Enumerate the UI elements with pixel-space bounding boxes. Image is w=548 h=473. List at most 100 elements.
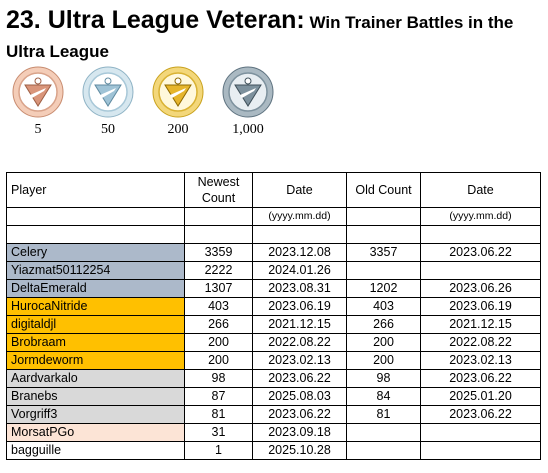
date-cell: 2023.06.19 xyxy=(252,297,347,316)
newest-count-cell: 266 xyxy=(184,315,253,334)
newest-count-cell: 87 xyxy=(184,387,253,406)
table-units-row: (yyyy.mm.dd) (yyyy.mm.dd) xyxy=(6,207,541,226)
units-cell xyxy=(184,207,253,226)
old-date-cell: 2025.01.20 xyxy=(420,387,541,406)
player-cell: Yiazmat50112254 xyxy=(6,261,185,280)
bronze-medal-icon xyxy=(12,66,64,118)
old-count-cell: 200 xyxy=(346,351,421,370)
old-date-cell: 2021.12.15 xyxy=(420,315,541,334)
units-cell xyxy=(346,207,421,226)
page-title: 23. Ultra League Veteran: Win Trainer Ba… xyxy=(6,6,542,67)
medal-gold: 200 xyxy=(152,66,204,138)
table-row: HurocaNitride 403 2023.06.19 403 2023.06.19 xyxy=(6,297,541,316)
old-date-cell: 2023.06.22 xyxy=(420,369,541,388)
table-row: bagguille 1 2025.10.28 xyxy=(6,441,541,460)
header-old-date: Date xyxy=(420,172,541,208)
table-body: Celery 3359 2023.12.08 3357 2023.06.22 Yiazma… xyxy=(6,243,541,460)
old-date-cell xyxy=(420,441,541,460)
old-count-cell: 266 xyxy=(346,315,421,334)
date-cell: 2023.08.31 xyxy=(252,279,347,298)
newest-count-cell: 200 xyxy=(184,351,253,370)
medal-bronze-label: 5 xyxy=(34,122,42,137)
old-count-cell xyxy=(346,441,421,460)
newest-count-cell: 2222 xyxy=(184,261,253,280)
player-cell: Vorgriff3 xyxy=(6,405,185,424)
header-player: Player xyxy=(6,172,185,208)
header-newest-count: Newest Count xyxy=(184,172,253,208)
old-count-cell xyxy=(346,261,421,280)
date-cell: 2025.10.28 xyxy=(252,441,347,460)
newest-count-cell: 3359 xyxy=(184,243,253,262)
newest-count-cell: 1 xyxy=(184,441,253,460)
date-cell: 2023.09.18 xyxy=(252,423,347,442)
player-cell: MorsatPGo xyxy=(6,423,185,442)
medal-platinum-label: 1,000 xyxy=(232,122,264,137)
old-date-cell xyxy=(420,261,541,280)
newest-count-cell: 1307 xyxy=(184,279,253,298)
leaderboard-table: Player Newest Count Date Old Count Date … xyxy=(6,172,541,460)
old-count-cell: 1202 xyxy=(346,279,421,298)
player-cell: HurocaNitride xyxy=(6,297,185,316)
player-cell: Aardvarkalo xyxy=(6,369,185,388)
silver-medal-icon xyxy=(82,66,134,118)
old-date-cell: 2023.02.13 xyxy=(420,351,541,370)
old-date-cell: 2022.08.22 xyxy=(420,333,541,352)
old-count-cell: 403 xyxy=(346,297,421,316)
newest-count-cell: 98 xyxy=(184,369,253,388)
old-date-cell xyxy=(420,423,541,442)
header-old-count: Old Count xyxy=(346,172,421,208)
newest-count-cell: 200 xyxy=(184,333,253,352)
table-row: DeltaEmerald 1307 2023.08.31 1202 2023.06.26 xyxy=(6,279,541,298)
date-cell: 2023.06.22 xyxy=(252,405,347,424)
player-cell: Celery xyxy=(6,243,185,262)
date-cell: 2023.12.08 xyxy=(252,243,347,262)
old-count-cell xyxy=(346,423,421,442)
header-date: Date xyxy=(252,172,347,208)
table-row: Jormdeworm 200 2023.02.13 200 2023.02.13 xyxy=(6,351,541,370)
medal-tiers: 5 50 200 1,000 xyxy=(10,66,290,140)
newest-count-cell: 81 xyxy=(184,405,253,424)
old-date-cell: 2023.06.22 xyxy=(420,243,541,262)
medal-platinum: 1,000 xyxy=(222,66,274,138)
player-cell: Jormdeworm xyxy=(6,351,185,370)
player-cell: DeltaEmerald xyxy=(6,279,185,298)
old-date-cell: 2023.06.26 xyxy=(420,279,541,298)
units-cell: (yyyy.mm.dd) xyxy=(252,207,347,226)
old-count-cell: 200 xyxy=(346,333,421,352)
date-cell: 2023.02.13 xyxy=(252,351,347,370)
table-row: Vorgriff3 81 2023.06.22 81 2023.06.22 xyxy=(6,405,541,424)
medal-silver-label: 50 xyxy=(101,122,115,137)
units-cell xyxy=(6,207,185,226)
table-row: Aardvarkalo 98 2023.06.22 98 2023.06.22 xyxy=(6,369,541,388)
date-cell: 2024.01.26 xyxy=(252,261,347,280)
old-count-cell: 98 xyxy=(346,369,421,388)
table-row: Branebs 87 2025.08.03 84 2025.01.20 xyxy=(6,387,541,406)
medal-silver: 50 xyxy=(82,66,134,138)
table-spacer-row xyxy=(6,225,541,244)
platinum-medal-icon xyxy=(222,66,274,118)
table-header-row: Player Newest Count Date Old Count Date xyxy=(6,172,541,208)
table-row: Yiazmat50112254 2222 2024.01.26 xyxy=(6,261,541,280)
old-count-cell: 84 xyxy=(346,387,421,406)
medal-bronze: 5 xyxy=(12,66,64,138)
date-cell: 2021.12.15 xyxy=(252,315,347,334)
player-cell: Branebs xyxy=(6,387,185,406)
gold-medal-icon xyxy=(152,66,204,118)
player-cell: bagguille xyxy=(6,441,185,460)
old-count-cell: 81 xyxy=(346,405,421,424)
date-cell: 2025.08.03 xyxy=(252,387,347,406)
newest-count-cell: 31 xyxy=(184,423,253,442)
table-row: Celery 3359 2023.12.08 3357 2023.06.22 xyxy=(6,243,541,262)
player-cell: digitaldjl xyxy=(6,315,185,334)
old-date-cell: 2023.06.19 xyxy=(420,297,541,316)
date-cell: 2022.08.22 xyxy=(252,333,347,352)
medal-gold-label: 200 xyxy=(167,122,189,137)
table-row: digitaldjl 266 2021.12.15 266 2021.12.15 xyxy=(6,315,541,334)
date-cell: 2023.06.22 xyxy=(252,369,347,388)
old-date-cell: 2023.06.22 xyxy=(420,405,541,424)
newest-count-cell: 403 xyxy=(184,297,253,316)
title-rest: Win Trainer Battles in the Ultra League xyxy=(6,13,514,61)
table-row: MorsatPGo 31 2023.09.18 xyxy=(6,423,541,442)
player-cell: Brobraam xyxy=(6,333,185,352)
table-row: Brobraam 200 2022.08.22 200 2022.08.22 xyxy=(6,333,541,352)
